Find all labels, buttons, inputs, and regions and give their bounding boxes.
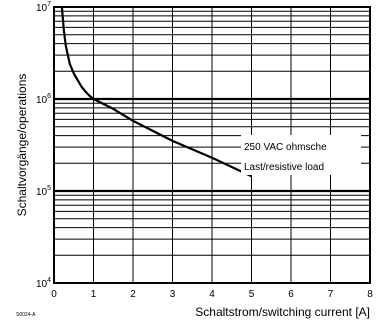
annotation-line-2: Last/resistive load bbox=[244, 162, 324, 173]
x-tick-label: 7 bbox=[328, 289, 334, 300]
x-tick-label: 6 bbox=[288, 289, 294, 300]
y-axis-title: Schaltvorgänge/operations bbox=[15, 74, 29, 217]
x-axis-title: Schaltstrom/switching current [A] bbox=[195, 305, 370, 319]
annotation-background bbox=[241, 135, 361, 175]
grid-layer bbox=[54, 7, 370, 283]
y-tick-label: 104 bbox=[36, 277, 51, 290]
x-tick-label: 8 bbox=[367, 289, 373, 300]
y-tick-label: 105 bbox=[36, 185, 51, 198]
figure-code: S0024-A bbox=[16, 312, 36, 318]
x-tick-label: 1 bbox=[91, 289, 97, 300]
y-tick-label: 106 bbox=[36, 93, 51, 106]
annotation-box: 250 VAC ohmsche Last/resistive load bbox=[241, 135, 361, 175]
tick-layer: 0 1 2 3 4 5 6 7 8 107 106 105 104 bbox=[36, 1, 373, 300]
x-tick-label: 4 bbox=[209, 289, 215, 300]
x-tick-label: 0 bbox=[51, 289, 57, 300]
x-tick-label: 3 bbox=[170, 289, 176, 300]
x-tick-label: 2 bbox=[130, 289, 136, 300]
y-tick-label: 107 bbox=[36, 1, 51, 14]
series-line bbox=[60, 6, 252, 178]
plot-frame bbox=[53, 6, 371, 284]
x-tick-label: 5 bbox=[249, 289, 255, 300]
series-layer bbox=[60, 6, 252, 178]
annotation-line-1: 250 VAC ohmsche bbox=[244, 142, 327, 153]
